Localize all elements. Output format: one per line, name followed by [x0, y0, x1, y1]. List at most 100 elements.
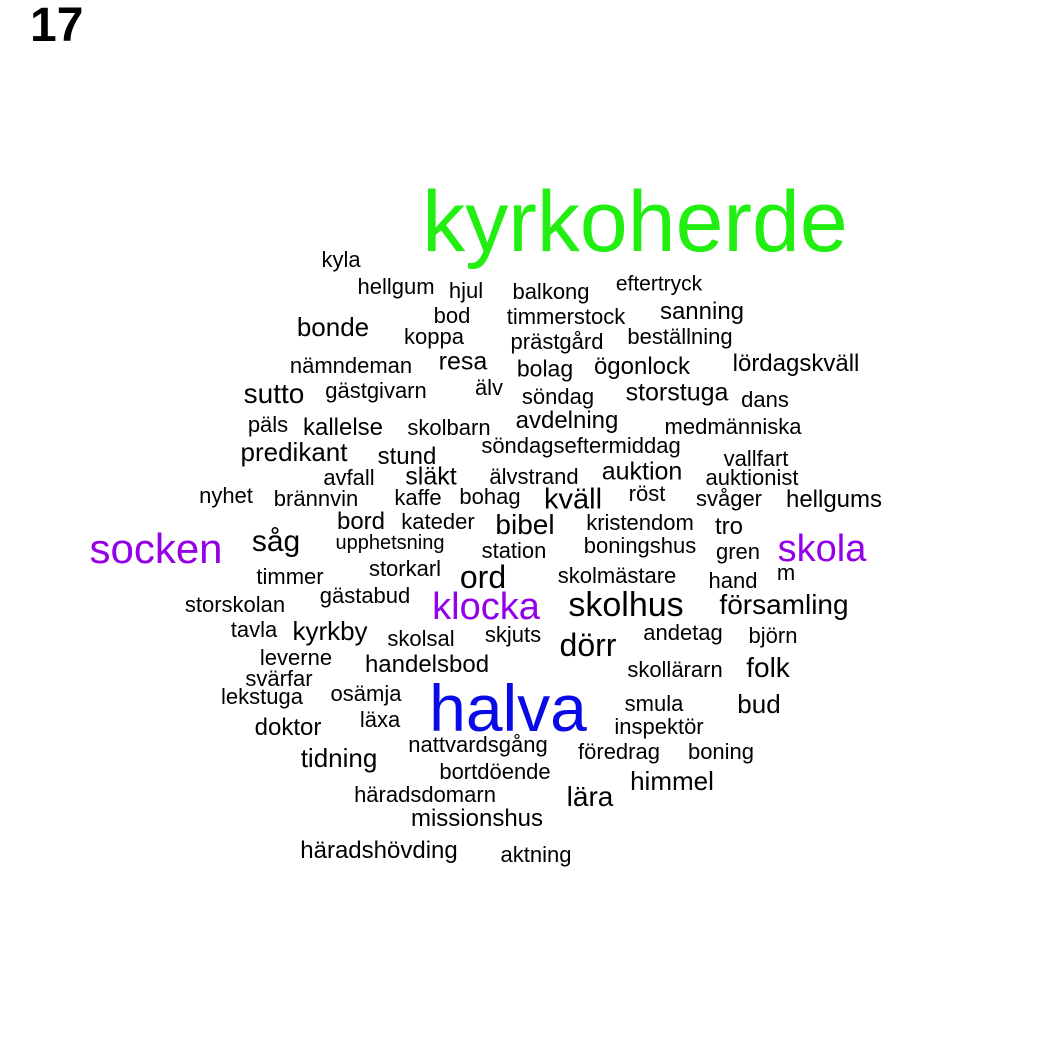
cloud-word: avfall	[323, 465, 375, 490]
cloud-word: koppa	[404, 324, 464, 349]
cloud-word: kaffe	[394, 485, 442, 510]
cloud-word: timmer	[256, 564, 324, 589]
cloud-word: aktning	[500, 842, 572, 867]
cloud-word: predikant	[240, 437, 348, 467]
cloud-word: bord	[336, 508, 386, 535]
cloud-word: bohag	[459, 484, 521, 509]
cloud-word: station	[481, 538, 547, 563]
cloud-word: sanning	[659, 298, 745, 325]
cloud-word: kyrkby	[292, 616, 368, 646]
cloud-word: nämndeman	[289, 353, 413, 378]
cloud-word: bibel	[495, 509, 555, 540]
cloud-word: stund	[377, 443, 437, 470]
cloud-word: hjul	[448, 278, 484, 303]
cloud-word: bud	[737, 689, 781, 719]
cloud-word: björn	[748, 623, 798, 648]
cloud-word: doktor	[254, 714, 322, 741]
cloud-word: storskolan	[184, 592, 286, 617]
cloud-word: nattvardsgång	[408, 732, 548, 757]
cloud-word: bortdöende	[439, 759, 551, 784]
cloud-word: himmel	[630, 766, 714, 796]
cloud-word: tavla	[230, 617, 278, 642]
cloud-word: beställning	[627, 324, 733, 349]
cloud-word: tidning	[300, 743, 378, 773]
cloud-word: auktionist	[705, 465, 799, 490]
cloud-word: bolag	[516, 355, 574, 382]
cloud-word: svärfar	[245, 666, 313, 691]
cloud-word: brännvin	[273, 486, 359, 511]
cloud-word: gren	[715, 539, 761, 564]
cloud-word: inspektör	[614, 714, 704, 739]
cloud-word: söndagseftermiddag	[481, 433, 681, 458]
cloud-word: leverne	[259, 645, 333, 670]
cloud-word: gästgivarn	[325, 378, 427, 403]
cloud-word: prästgård	[510, 329, 604, 354]
cloud-word: släkt	[405, 462, 457, 491]
cloud-word: m	[776, 560, 796, 585]
cloud-word: församling	[719, 589, 849, 620]
cloud-word: päls	[247, 412, 289, 437]
cloud-word: vallfart	[723, 446, 789, 471]
cloud-word: boningshus	[583, 533, 697, 558]
cloud-word: hand	[708, 568, 758, 593]
cloud-word: svåger	[695, 486, 763, 511]
cloud-word: föredrag	[578, 739, 660, 764]
cloud-word: häradshövding	[300, 837, 458, 864]
cloud-word: skollärarn	[627, 657, 723, 682]
cloud-word: tro	[714, 513, 744, 540]
cloud-word: halva	[429, 671, 587, 745]
cloud-word: skolsal	[387, 626, 455, 651]
cloud-word: lördagskväll	[732, 350, 860, 377]
cloud-word: hellgums	[785, 486, 883, 513]
cloud-word: kväll	[543, 483, 603, 516]
cloud-word: klocka	[432, 586, 540, 628]
cloud-word: dörr	[559, 627, 617, 663]
cloud-word: kallelse	[302, 414, 384, 441]
cloud-word: resa	[438, 347, 488, 376]
cloud-word: timmerstock	[506, 304, 626, 329]
cloud-word: nyhet	[199, 483, 253, 508]
cloud-word: lära	[566, 781, 614, 812]
cloud-word: smula	[624, 691, 684, 716]
cloud-word: gästabud	[319, 583, 411, 608]
cloud-word: kateder	[401, 509, 475, 534]
cloud-word: medmänniska	[664, 414, 802, 439]
cloud-word: osämja	[330, 681, 402, 706]
cloud-word: älvstrand	[489, 464, 579, 489]
cloud-word: häradsdomarn	[354, 782, 496, 807]
panel-number: 17	[30, 0, 84, 52]
cloud-word: röst	[628, 481, 666, 506]
cloud-word: boning	[687, 739, 755, 764]
cloud-word: skola	[777, 528, 867, 570]
cloud-word: balkong	[512, 279, 590, 304]
cloud-word: kyrkoherde	[422, 174, 848, 270]
cloud-word: storstuga	[625, 378, 729, 407]
cloud-word: ögonlock	[593, 353, 691, 380]
cloud-word: handelsbod	[364, 651, 490, 678]
cloud-word: missionshus	[410, 805, 544, 832]
cloud-word: folk	[746, 652, 790, 683]
cloud-word: skolhus	[568, 586, 684, 624]
cloud-word: socken	[89, 525, 223, 572]
cloud-word: avdelning	[515, 407, 619, 434]
cloud-word: såg	[251, 525, 301, 558]
cloud-word: skolmästare	[557, 563, 677, 588]
cloud-word: skjuts	[484, 622, 542, 647]
cloud-word: sutto	[243, 378, 305, 409]
cloud-word: skolbarn	[407, 415, 491, 440]
cloud-word: kyla	[321, 247, 361, 272]
cloud-word: ord	[459, 559, 507, 595]
cloud-word: bonde	[296, 312, 370, 342]
cloud-word: bod	[433, 303, 471, 328]
cloud-word: kristendom	[586, 510, 694, 535]
cloud-word: upphetsning	[335, 532, 445, 554]
cloud-word: älv	[474, 375, 504, 400]
cloud-word: eftertryck	[615, 272, 703, 296]
cloud-word: andetag	[643, 620, 723, 645]
cloud-word: lekstuga	[221, 684, 303, 709]
cloud-word: söndag	[521, 384, 595, 409]
cloud-word: auktion	[601, 457, 683, 486]
cloud-word: hellgum	[357, 274, 435, 299]
cloud-word: läxa	[359, 707, 401, 732]
